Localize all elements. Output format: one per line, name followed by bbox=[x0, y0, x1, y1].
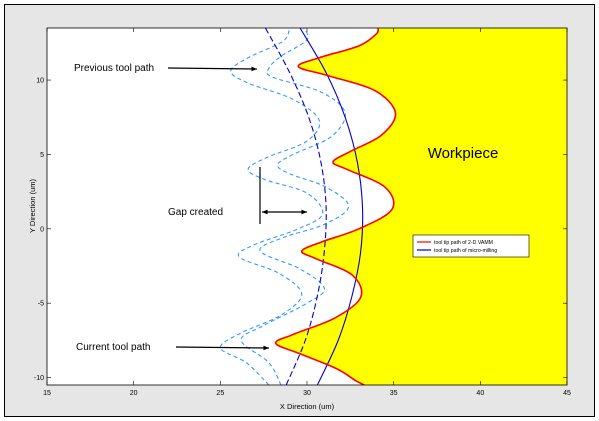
y-tick-label: 5 bbox=[40, 152, 44, 159]
previous-path-arrow bbox=[167, 67, 258, 70]
y-tick-label: 0 bbox=[40, 226, 44, 233]
x-tick-label: 25 bbox=[216, 390, 224, 397]
legend-label-micro-milling: tool tip path of micro-milling bbox=[434, 248, 497, 254]
series-vamm-path bbox=[274, 28, 397, 385]
series-micro-milling-path bbox=[299, 28, 364, 385]
legend-box bbox=[412, 234, 530, 258]
workpiece-label: Workpiece bbox=[428, 145, 499, 162]
tick-layer: 15 20 25 30 35 40 45 -10 -5 0 5 10 bbox=[34, 28, 571, 397]
gap-arrow-right-head bbox=[301, 209, 307, 215]
workpiece-region-layer bbox=[275, 28, 567, 385]
legend-label-vamm: tool tip path of 2-D VAMM bbox=[434, 240, 493, 246]
workpiece-region bbox=[275, 28, 567, 385]
y-axis-label: Y Direction (um) bbox=[28, 178, 37, 233]
x-tick-label: 20 bbox=[130, 390, 138, 397]
previous-path-label: Previous tool path bbox=[74, 63, 154, 74]
x-tick-label: 40 bbox=[476, 390, 484, 397]
series-layer bbox=[219, 28, 397, 385]
x-tick-label: 45 bbox=[563, 390, 571, 397]
annotation-arrows bbox=[167, 66, 307, 351]
current-path-arrow bbox=[175, 346, 270, 349]
previous-path-arrow-head bbox=[251, 66, 257, 72]
x-axis-label: X Direction (um) bbox=[280, 402, 335, 411]
series-previous-tool-center bbox=[264, 28, 327, 385]
legend: tool tip path of 2-D VAMM tool tip path … bbox=[412, 234, 530, 258]
series-current-tool-path-a bbox=[240, 28, 350, 385]
y-tick-label: -10 bbox=[34, 375, 44, 382]
x-tick-label: 15 bbox=[43, 390, 51, 397]
current-path-arrow-head bbox=[263, 345, 269, 351]
x-tick-label: 30 bbox=[303, 390, 311, 397]
x-tick-label: 35 bbox=[390, 390, 398, 397]
series-current-tool-path-b bbox=[219, 28, 324, 385]
y-tick-label: -5 bbox=[38, 301, 44, 308]
current-path-label: Current tool path bbox=[76, 342, 151, 353]
gap-label: Gap created bbox=[168, 207, 223, 218]
y-tick-label: 10 bbox=[36, 78, 44, 85]
gap-arrow-left-head bbox=[262, 209, 268, 215]
